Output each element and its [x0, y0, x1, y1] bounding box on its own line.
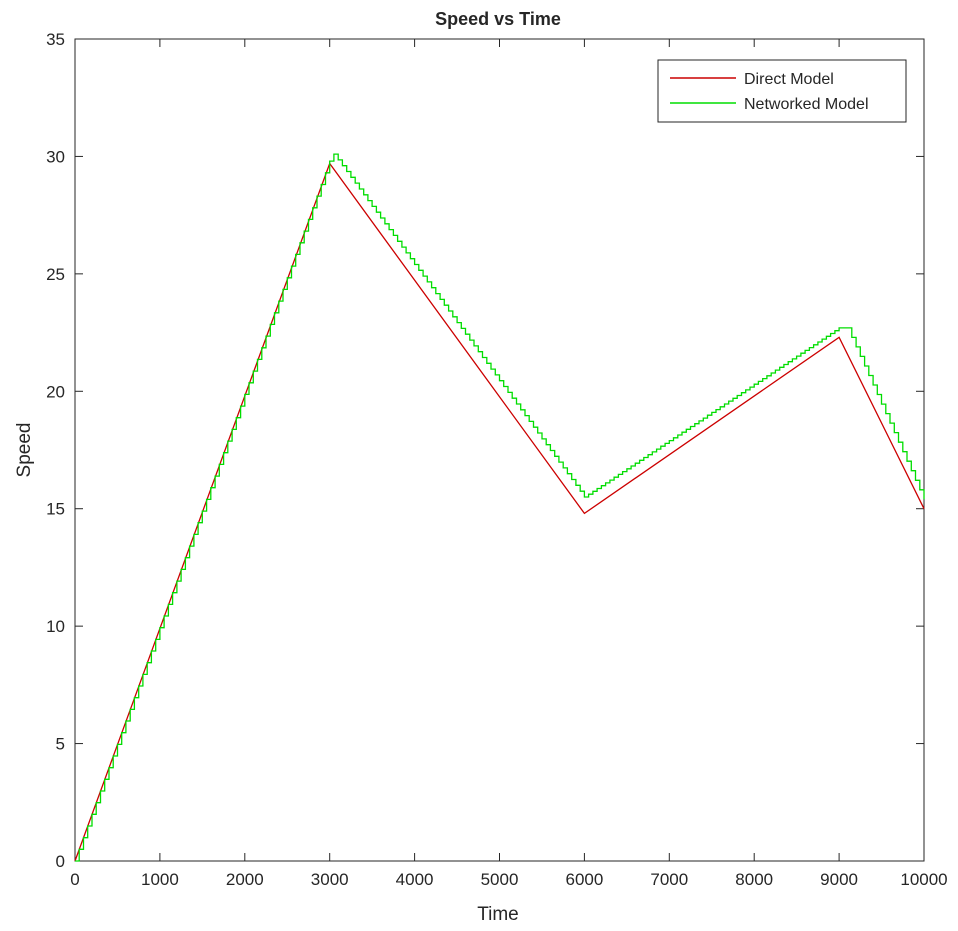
legend-box — [657, 59, 907, 123]
series-line-2 — [75, 153, 925, 862]
legend-label: Networked Model — [744, 96, 869, 113]
series-lines — [74, 153, 925, 862]
x-tick-label: 7000 — [650, 870, 688, 889]
y-tick-label: 35 — [46, 30, 65, 49]
y-tick-label: 5 — [56, 735, 65, 754]
x-tick-label: 8000 — [735, 870, 773, 889]
x-tick-label: 4000 — [396, 870, 434, 889]
x-tick-label: 1000 — [141, 870, 179, 889]
x-tick-label: 0 — [70, 870, 79, 889]
x-tick-label: 6000 — [565, 870, 603, 889]
plot-area — [74, 38, 925, 862]
y-tick-label: 30 — [46, 147, 65, 166]
y-tick-label: 10 — [46, 617, 65, 636]
x-tick-label: 3000 — [311, 870, 349, 889]
chart-title: Speed vs Time — [435, 9, 561, 29]
x-axis: 0 1000 2000 3000 4000 5000 6000 7000 8000 9000 100… — [70, 39, 948, 889]
y-tick-label: 25 — [46, 265, 65, 284]
x-tick-label: 9000 — [820, 870, 858, 889]
y-tick-label: 20 — [46, 382, 65, 401]
y-tick-label: 0 — [56, 852, 65, 871]
y-tick-label: 15 — [46, 500, 65, 519]
legend-label: Direct Model — [744, 71, 834, 88]
y-axis: 0 5 10 15 20 25 30 35 — [46, 30, 924, 871]
x-axis-label: Time — [477, 904, 519, 925]
y-axis-label: Speed — [14, 423, 35, 478]
x-tick-label: 2000 — [226, 870, 264, 889]
x-tick-label: 5000 — [481, 870, 519, 889]
legend: Direct Model Networked Model — [657, 59, 907, 123]
x-tick-label: 10000 — [900, 870, 947, 889]
